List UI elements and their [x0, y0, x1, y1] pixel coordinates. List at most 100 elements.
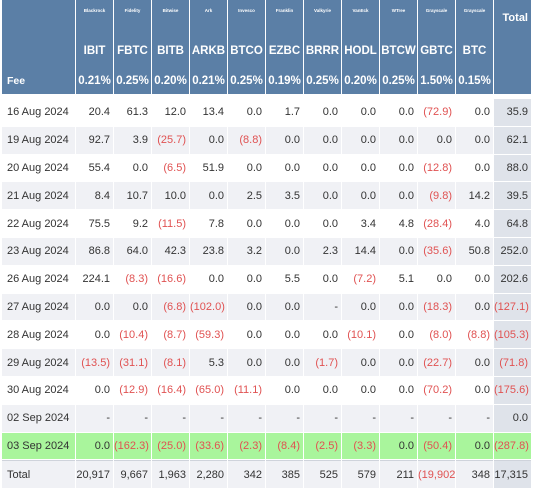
table-row: 27 Aug 2024 0.0 0.0 (6.8) (102.0) 0.0 0.0-0.0 0… — [2, 293, 531, 322]
flow-cell: 0.0 — [304, 321, 341, 350]
flow-cell: 10.0 — [152, 182, 189, 211]
table-row: 29 Aug 2024 (13.5) (31.1) (8.1) 5.3 0.0 0.0 (1.… — [2, 349, 531, 377]
flow-cell: 0.0 — [456, 154, 493, 183]
flow-cell: 0.0 — [380, 349, 417, 377]
flow-cell: 0.0 — [342, 99, 379, 127]
ticker-symbol: BTCO — [228, 35, 265, 67]
flow-cell: (9.8) — [418, 182, 455, 211]
row-date: 27 Aug 2024 — [2, 293, 75, 322]
flow-cell: 14.2 — [456, 182, 493, 211]
total-cell: (19,902) — [418, 460, 455, 488]
flow-cell: 0.0 — [228, 349, 265, 377]
flow-cell: 0.0 — [456, 432, 493, 461]
table-row: 20 Aug 2024 55.4 0.0 (6.5) 51.9 0.0 0.0 0.0 0.0 0… — [2, 154, 531, 183]
flow-cell: 9.2 — [114, 210, 151, 238]
total-cell: 9,667 — [114, 460, 151, 488]
flow-cell: 0.0 — [456, 265, 493, 294]
table-row: 28 Aug 2024 0.0 (10.4) (8.7) (59.3) 0.0 0.0 0.0… — [2, 321, 531, 350]
flow-cell: 0.0 — [228, 293, 265, 322]
flow-cell: 64.0 — [114, 237, 151, 266]
flow-cell: 8.4 — [76, 182, 113, 211]
total-header: Total — [494, 0, 531, 35]
flow-cell: 23.8 — [190, 237, 227, 266]
flow-cell: 61.3 — [114, 99, 151, 127]
issuer-name: Franklin — [266, 0, 303, 35]
row-total: 62.1 — [494, 126, 531, 155]
spacer-cell — [76, 94, 113, 99]
flow-cell: 0.0 — [304, 210, 341, 238]
flow-cell: - — [342, 404, 379, 433]
flow-cell: (8.8) — [228, 126, 265, 155]
row-date: 28 Aug 2024 — [2, 321, 75, 350]
flow-cell: 0.0 — [418, 265, 455, 294]
ticker-symbol: EZBC — [266, 35, 303, 67]
fee-value: 0.21% — [76, 67, 113, 94]
flow-cell: (162.3) — [114, 432, 151, 461]
flow-cell: (12.8) — [418, 154, 455, 183]
row-total: 64.8 — [494, 210, 531, 238]
total-cell: 525 — [304, 460, 341, 488]
flow-cell: (8.3) — [114, 265, 151, 294]
flow-cell: 0.0 — [456, 99, 493, 127]
flow-cell: (2.3) — [228, 432, 265, 461]
fee-value: 0.19% — [266, 67, 303, 94]
spacer-cell — [494, 94, 531, 99]
flow-cell: 1.7 — [266, 99, 303, 127]
row-total: 35.9 — [494, 99, 531, 127]
flow-cell: - — [456, 404, 493, 433]
total-cell: 348 — [456, 460, 493, 488]
flow-cell: 0.0 — [380, 293, 417, 322]
issuer-name: Grayscale — [456, 0, 493, 35]
ticker-symbol: BITB — [152, 35, 189, 67]
flow-cell: 0.0 — [304, 182, 341, 211]
row-date: 30 Aug 2024 — [2, 376, 75, 405]
flow-cell: 7.8 — [190, 210, 227, 238]
issuer-name: Valkyrie — [304, 0, 341, 35]
flow-cell: 0.0 — [76, 293, 113, 322]
issuer-name: Bitwise — [152, 0, 189, 35]
grand-total: 17,315 — [494, 460, 531, 488]
flow-cell: 86.8 — [76, 237, 113, 266]
issuer-name: VanEck — [342, 0, 379, 35]
row-total: 252.0 — [494, 237, 531, 266]
row-total: 39.5 — [494, 182, 531, 211]
flow-cell: 92.7 — [76, 126, 113, 155]
row-total: (71.8) — [494, 349, 531, 377]
flow-cell: 0.0 — [456, 376, 493, 405]
flow-cell: 20.4 — [76, 99, 113, 127]
flow-cell: 3.2 — [228, 237, 265, 266]
flow-cell: 0.0 — [114, 154, 151, 183]
flow-cell: (16.4) — [152, 376, 189, 405]
row-total: 202.6 — [494, 265, 531, 294]
flow-cell: 0.0 — [266, 293, 303, 322]
flow-cell: 3.5 — [266, 182, 303, 211]
total-cell: 20,917 — [76, 460, 113, 488]
flow-cell: (31.1) — [114, 349, 151, 377]
table-row: 21 Aug 2024 8.4 10.7 10.0 0.0 2.5 3.5 0.0 0.0 0.0… — [2, 182, 531, 211]
flow-cell: 0.0 — [304, 126, 341, 155]
flow-cell: 3.9 — [114, 126, 151, 155]
flow-cell: 0.0 — [190, 182, 227, 211]
table-row: 03 Sep 2024 0.0 (162.3) (25.0) (33.6) (2.3) (8… — [2, 432, 531, 461]
table-row: 02 Sep 2024- - - - - - - - - - -0.0 — [2, 404, 531, 433]
flow-cell: (6.5) — [152, 154, 189, 183]
flow-cell: 0.0 — [266, 210, 303, 238]
issuer-header-row: Blackrock Fidelity Bitwise Ark Invesco Frankl… — [2, 0, 531, 35]
flow-cell: - — [228, 404, 265, 433]
flow-cell: 4.0 — [456, 210, 493, 238]
flow-cell: 10.7 — [114, 182, 151, 211]
table-row: 30 Aug 2024 0.0 (12.9) (16.4) (65.0) (11.1) 0.… — [2, 376, 531, 405]
fee-value: 0.15% — [456, 67, 493, 94]
total-cell: 579 — [342, 460, 379, 488]
row-date: 21 Aug 2024 — [2, 182, 75, 211]
flow-cell: 0.0 — [190, 265, 227, 294]
flow-cell: - — [304, 404, 341, 433]
fee-row: Fee 0.21% 0.25% 0.20% 0.21% 0.25% 0.19% 0.25% 0.… — [2, 67, 531, 94]
flow-cell: 0.0 — [266, 126, 303, 155]
flow-cell: 0.0 — [228, 265, 265, 294]
flow-cell: (35.6) — [418, 237, 455, 266]
issuer-name: Blackrock — [76, 0, 113, 35]
issuer-name: Grayscale — [418, 0, 455, 35]
flow-cell: 5.3 — [190, 349, 227, 377]
